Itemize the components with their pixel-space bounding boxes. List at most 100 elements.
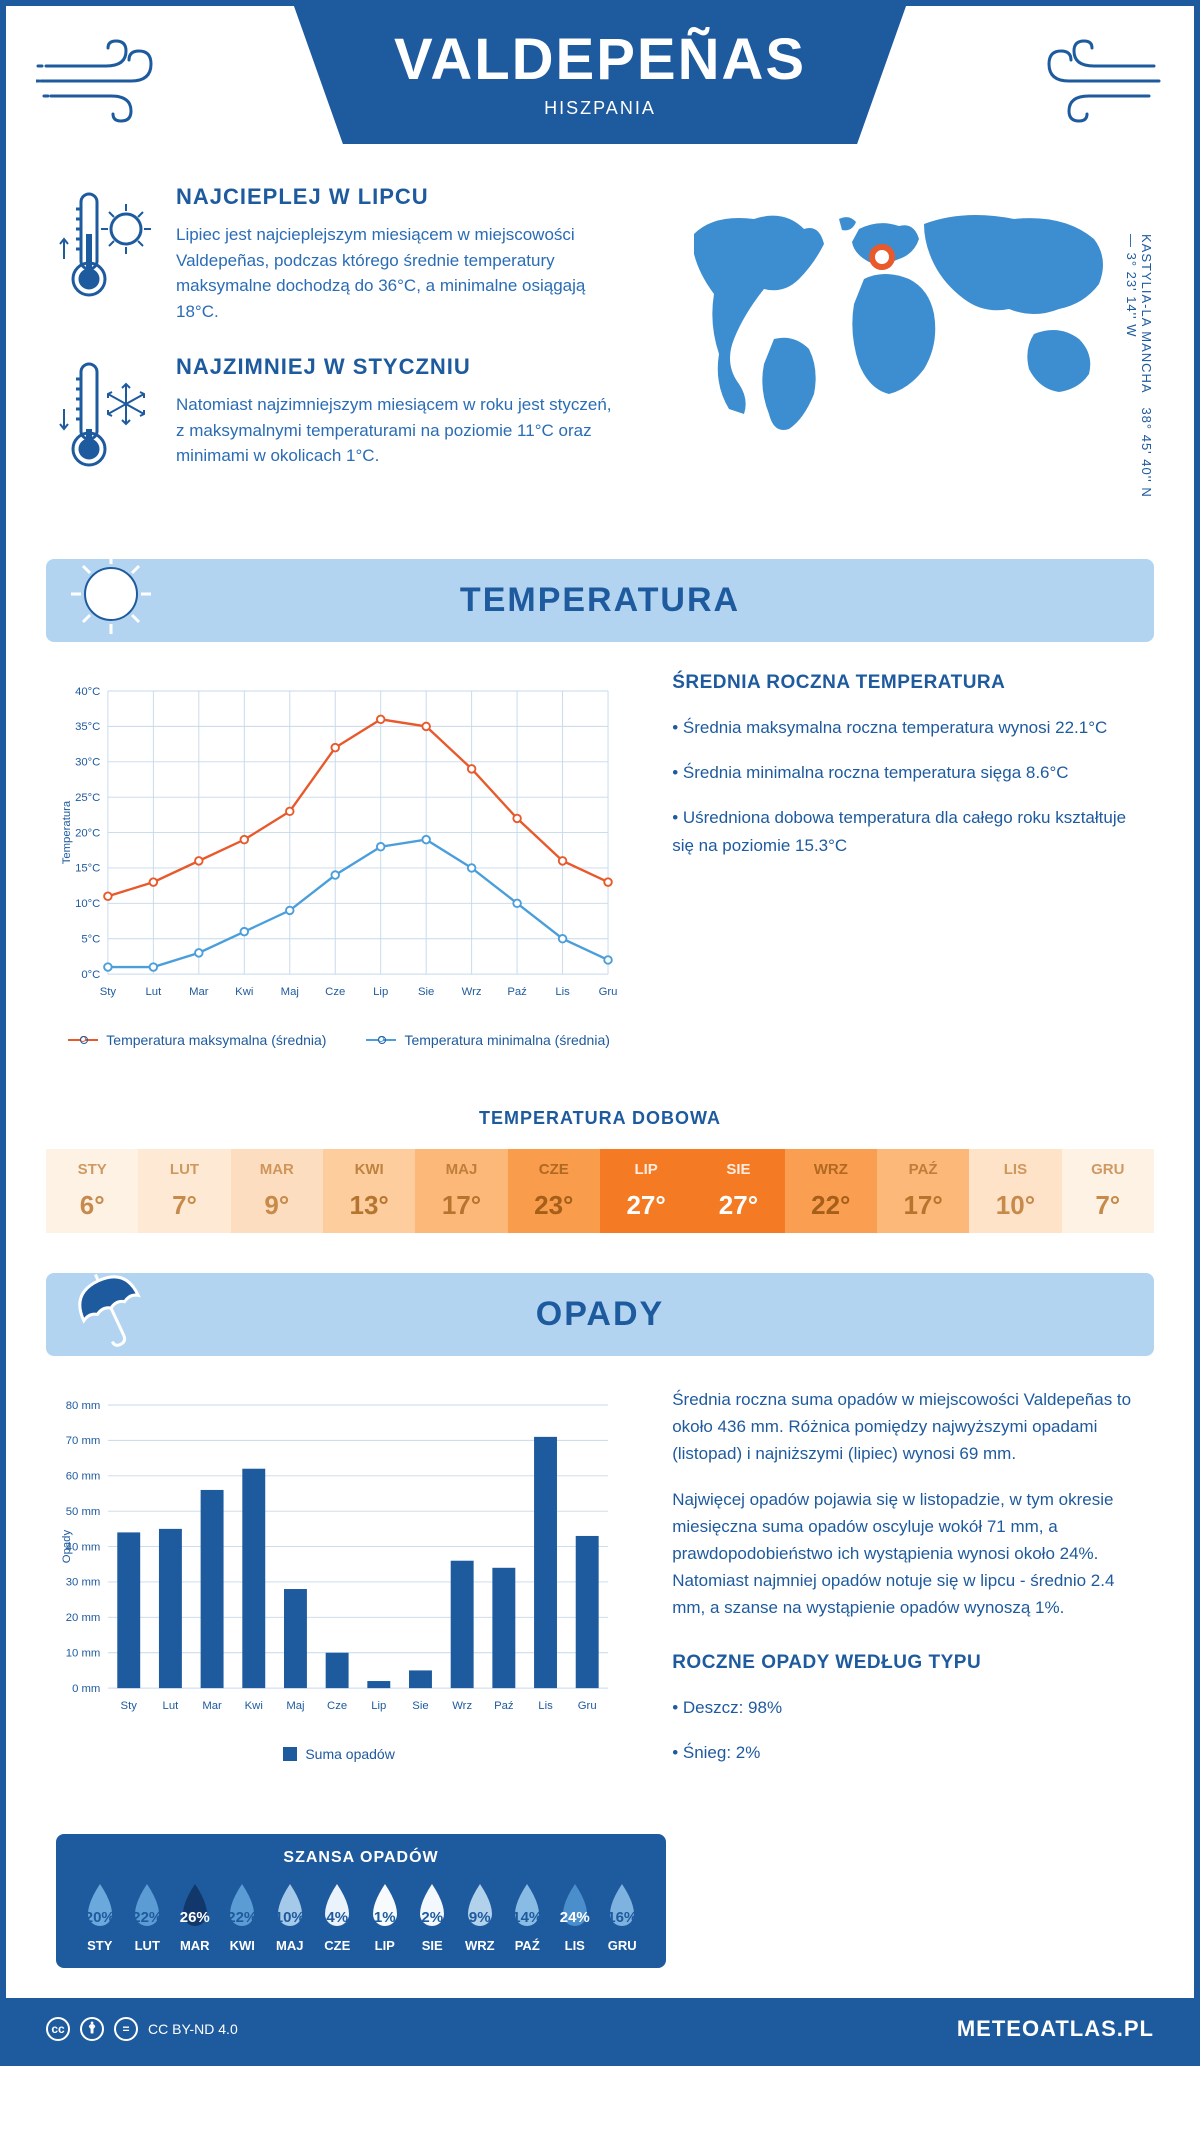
chance-drop: 9% WRZ <box>456 1882 504 1953</box>
svg-text:Sty: Sty <box>121 1700 138 1712</box>
svg-text:Paź: Paź <box>507 986 527 998</box>
svg-text:Gru: Gru <box>578 1700 597 1712</box>
temp-chart-legend: Temperatura maksymalna (średnia) Tempera… <box>56 1032 622 1048</box>
precip-chart-legend: Suma opadów <box>56 1746 622 1762</box>
temp-cell: STY6° <box>46 1149 138 1233</box>
svg-text:5°C: 5°C <box>81 933 100 945</box>
by-icon: 🛉 <box>80 2017 104 2041</box>
svg-text:60 mm: 60 mm <box>66 1471 101 1483</box>
svg-text:Paź: Paź <box>494 1700 514 1712</box>
svg-text:Lut: Lut <box>145 986 162 998</box>
footer: cc 🛉 = CC BY-ND 4.0 METEOATLAS.PL <box>6 1998 1194 2060</box>
chance-drop: 14% PAŹ <box>504 1882 552 1953</box>
precipitation-chance-box: SZANSA OPADÓW 20% STY 22% LUT 26% MAR 22… <box>56 1834 666 1968</box>
temperature-section-header: TEMPERATURA <box>46 559 1154 642</box>
thermometer-cold-icon <box>56 354 156 479</box>
temp-cell: CZE23° <box>508 1149 600 1233</box>
temp-cell: WRZ22° <box>785 1149 877 1233</box>
temp-cell: LIP27° <box>600 1149 692 1233</box>
chance-drop: 10% MAJ <box>266 1882 314 1953</box>
svg-text:Lis: Lis <box>538 1700 553 1712</box>
svg-text:Sie: Sie <box>412 1700 428 1712</box>
svg-text:Lis: Lis <box>555 986 570 998</box>
coldest-title: NAJZIMNIEJ W STYCZNIU <box>176 354 624 380</box>
svg-text:Mar: Mar <box>189 986 209 998</box>
nd-icon: = <box>114 2017 138 2041</box>
svg-text:50 mm: 50 mm <box>66 1506 101 1518</box>
svg-text:30 mm: 30 mm <box>66 1577 101 1589</box>
temp-cell: LIS10° <box>969 1149 1061 1233</box>
country-subtitle: HISZPANIA <box>394 98 806 119</box>
coldest-block: NAJZIMNIEJ W STYCZNIU Natomiast najzimni… <box>56 354 624 479</box>
precipitation-text: Średnia roczna suma opadów w miejscowośc… <box>672 1386 1144 1784</box>
svg-text:Wrz: Wrz <box>462 986 482 998</box>
temp-cell: SIE27° <box>692 1149 784 1233</box>
chance-drop: 16% GRU <box>599 1882 647 1953</box>
hottest-title: NAJCIEPLEJ W LIPCU <box>176 184 624 210</box>
chance-drop: 26% MAR <box>171 1882 219 1953</box>
svg-text:80 mm: 80 mm <box>66 1400 101 1412</box>
header: VALDEPEÑAS HISZPANIA <box>6 6 1194 144</box>
svg-text:Temperatura: Temperatura <box>61 800 73 864</box>
info-section: NAJCIEPLEJ W LIPCU Lipiec jest najcieple… <box>6 144 1194 539</box>
umbrella-icon <box>66 1263 156 1358</box>
coldest-text: Natomiast najzimniejszym miesiącem w rok… <box>176 392 624 469</box>
hottest-text: Lipiec jest najcieplejszym miesiącem w m… <box>176 222 624 324</box>
svg-text:20°C: 20°C <box>75 827 100 839</box>
temp-cell: LUT7° <box>138 1149 230 1233</box>
svg-text:35°C: 35°C <box>75 721 100 733</box>
precip-type-title: ROCZNE OPADY WEDŁUG TYPU <box>672 1652 1144 1674</box>
svg-text:Cze: Cze <box>327 1700 347 1712</box>
temperature-line-chart: 0°C5°C10°C15°C20°C25°C30°C35°C40°CStyLut… <box>56 672 622 1048</box>
svg-text:Mar: Mar <box>202 1700 222 1712</box>
title-banner: VALDEPEÑAS HISZPANIA <box>294 6 906 144</box>
precipitation-bar-chart: 0 mm10 mm20 mm30 mm40 mm50 mm60 mm70 mm8… <box>56 1386 622 1784</box>
city-title: VALDEPEÑAS <box>394 26 806 93</box>
svg-text:Lip: Lip <box>371 1700 386 1712</box>
temp-cell: MAJ17° <box>415 1149 507 1233</box>
annual-temp-text: ŚREDNIA ROCZNA TEMPERATURA • Średnia mak… <box>672 672 1144 1048</box>
svg-text:Lut: Lut <box>163 1700 180 1712</box>
svg-text:70 mm: 70 mm <box>66 1435 101 1447</box>
temperature-title: TEMPERATURA <box>46 581 1154 620</box>
temperature-content: 0°C5°C10°C15°C20°C25°C30°C35°C40°CStyLut… <box>6 672 1194 1078</box>
svg-text:Lip: Lip <box>373 986 388 998</box>
hottest-block: NAJCIEPLEJ W LIPCU Lipiec jest najcieple… <box>56 184 624 324</box>
svg-text:Sie: Sie <box>418 986 434 998</box>
svg-text:Maj: Maj <box>286 1700 304 1712</box>
annual-temp-title: ŚREDNIA ROCZNA TEMPERATURA <box>672 672 1144 694</box>
thermometer-hot-icon <box>56 184 156 324</box>
chance-drop: 2% SIE <box>409 1882 457 1953</box>
chance-drop: 22% KWI <box>219 1882 267 1953</box>
svg-text:0 mm: 0 mm <box>72 1683 100 1695</box>
svg-text:10 mm: 10 mm <box>66 1647 101 1659</box>
sun-icon <box>66 549 156 644</box>
svg-text:15°C: 15°C <box>75 863 100 875</box>
license-text: CC BY-ND 4.0 <box>148 2021 238 2037</box>
svg-text:0°C: 0°C <box>81 969 100 981</box>
svg-text:Sty: Sty <box>100 986 117 998</box>
svg-text:Gru: Gru <box>599 986 618 998</box>
precipitation-content: 0 mm10 mm20 mm30 mm40 mm50 mm60 mm70 mm8… <box>6 1386 1194 1814</box>
chance-drop: 4% CZE <box>314 1882 362 1953</box>
site-name: METEOATLAS.PL <box>957 2016 1154 2042</box>
daily-temp-title: TEMPERATURA DOBOWA <box>6 1108 1194 1129</box>
temp-cell: PAŹ17° <box>877 1149 969 1233</box>
temp-cell: MAR9° <box>231 1149 323 1233</box>
svg-text:25°C: 25°C <box>75 792 100 804</box>
wind-icon-left <box>36 36 166 131</box>
svg-text:10°C: 10°C <box>75 898 100 910</box>
chance-drop: 1% LIP <box>361 1882 409 1953</box>
infographic-container: VALDEPEÑAS HISZPANIA <box>0 0 1200 2066</box>
daily-temp-table: STY6°LUT7°MAR9°KWI13°MAJ17°CZE23°LIP27°S… <box>46 1149 1154 1233</box>
chance-drop: 22% LUT <box>124 1882 172 1953</box>
chance-drop: 20% STY <box>76 1882 124 1953</box>
coordinates: KASTYLIA-LA MANCHA 38° 45' 40'' N — 3° 2… <box>1124 234 1154 509</box>
svg-text:Kwi: Kwi <box>235 986 253 998</box>
svg-text:20 mm: 20 mm <box>66 1612 101 1624</box>
chance-drop: 24% LIS <box>551 1882 599 1953</box>
svg-text:40°C: 40°C <box>75 686 100 698</box>
svg-text:Opady: Opady <box>61 1530 73 1564</box>
temp-cell: KWI13° <box>323 1149 415 1233</box>
svg-text:Cze: Cze <box>325 986 345 998</box>
